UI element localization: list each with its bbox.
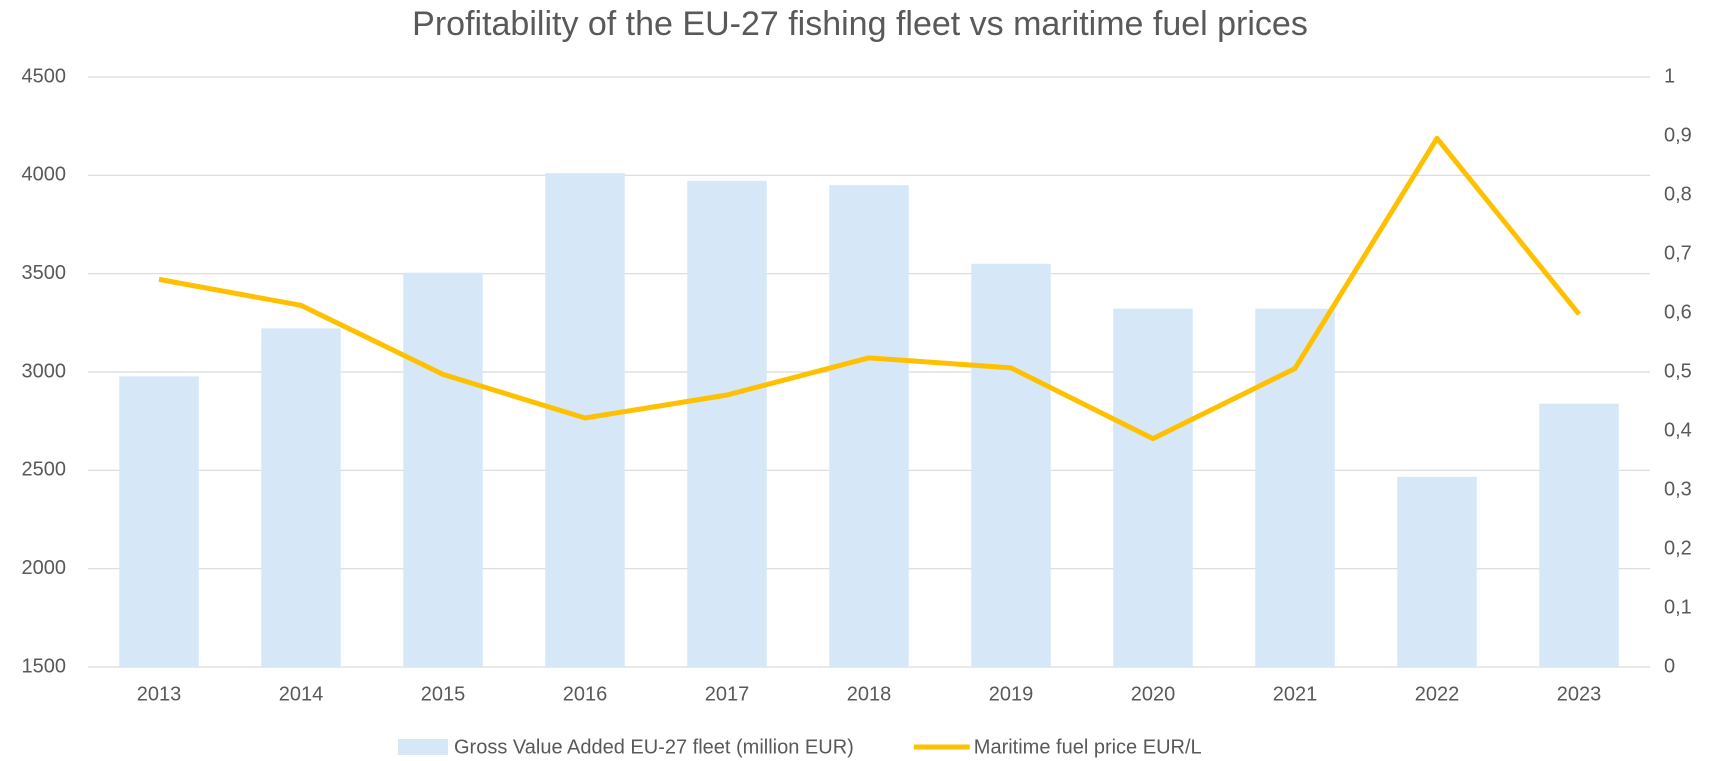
y-tick-label: 4500 xyxy=(22,65,67,87)
x-tick-label: 2021 xyxy=(1273,683,1318,705)
y2-tick-label: 0,5 xyxy=(1664,360,1692,382)
bar xyxy=(687,180,767,667)
y2-tick-label: 0,7 xyxy=(1664,242,1692,264)
y-tick-label: 3500 xyxy=(22,262,67,284)
x-tick-label: 2014 xyxy=(279,683,324,705)
x-tick-label: 2019 xyxy=(989,683,1034,705)
y2-tick-label: 0,8 xyxy=(1664,183,1692,205)
y2-tick-label: 0,6 xyxy=(1664,301,1692,323)
bar xyxy=(829,185,909,667)
y2-tick-label: 1 xyxy=(1664,65,1675,87)
bar xyxy=(403,272,483,667)
bar xyxy=(1255,308,1335,667)
y-tick-label: 3000 xyxy=(22,360,67,382)
legend-label: Gross Value Added EU-27 fleet (million E… xyxy=(454,736,854,758)
line xyxy=(158,135,1581,442)
x-tick-label: 2015 xyxy=(421,683,466,705)
x-tick-label: 2020 xyxy=(1131,683,1176,705)
y-tick-label: 2500 xyxy=(22,459,67,481)
x-tick-label: 2016 xyxy=(563,683,608,705)
y-tick-label: 2000 xyxy=(22,557,67,579)
x-tick-label: 2013 xyxy=(137,683,182,705)
x-tick-label: 2023 xyxy=(1557,683,1602,705)
x-tick-label: 2022 xyxy=(1415,683,1460,705)
y2-tick-label: 0,4 xyxy=(1664,419,1692,441)
y2-tick-label: 0 xyxy=(1664,655,1675,677)
y2-tick-label: 0,1 xyxy=(1664,596,1692,618)
bar xyxy=(971,263,1051,667)
y-tick-label: 4000 xyxy=(22,164,67,186)
bar xyxy=(1539,403,1619,667)
chart-title: Profitability of the EU-27 fishing fleet… xyxy=(412,5,1308,43)
y2-tick-label: 0,9 xyxy=(1664,124,1692,146)
y-tick-label: 1500 xyxy=(22,655,67,677)
x-tick-label: 2017 xyxy=(705,683,750,705)
legend-label: Maritime fuel price EUR/L xyxy=(974,736,1202,758)
y2-tick-label: 0,3 xyxy=(1664,478,1692,500)
bar xyxy=(1397,476,1477,667)
y2-tick-label: 0,2 xyxy=(1664,537,1692,559)
bar xyxy=(1113,308,1193,667)
bar xyxy=(119,376,199,667)
bar xyxy=(261,328,341,667)
legend-swatch xyxy=(398,739,448,755)
x-tick-label: 2018 xyxy=(847,683,892,705)
